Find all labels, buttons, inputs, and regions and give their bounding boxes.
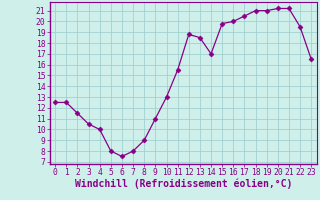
X-axis label: Windchill (Refroidissement éolien,°C): Windchill (Refroidissement éolien,°C) xyxy=(75,179,292,189)
